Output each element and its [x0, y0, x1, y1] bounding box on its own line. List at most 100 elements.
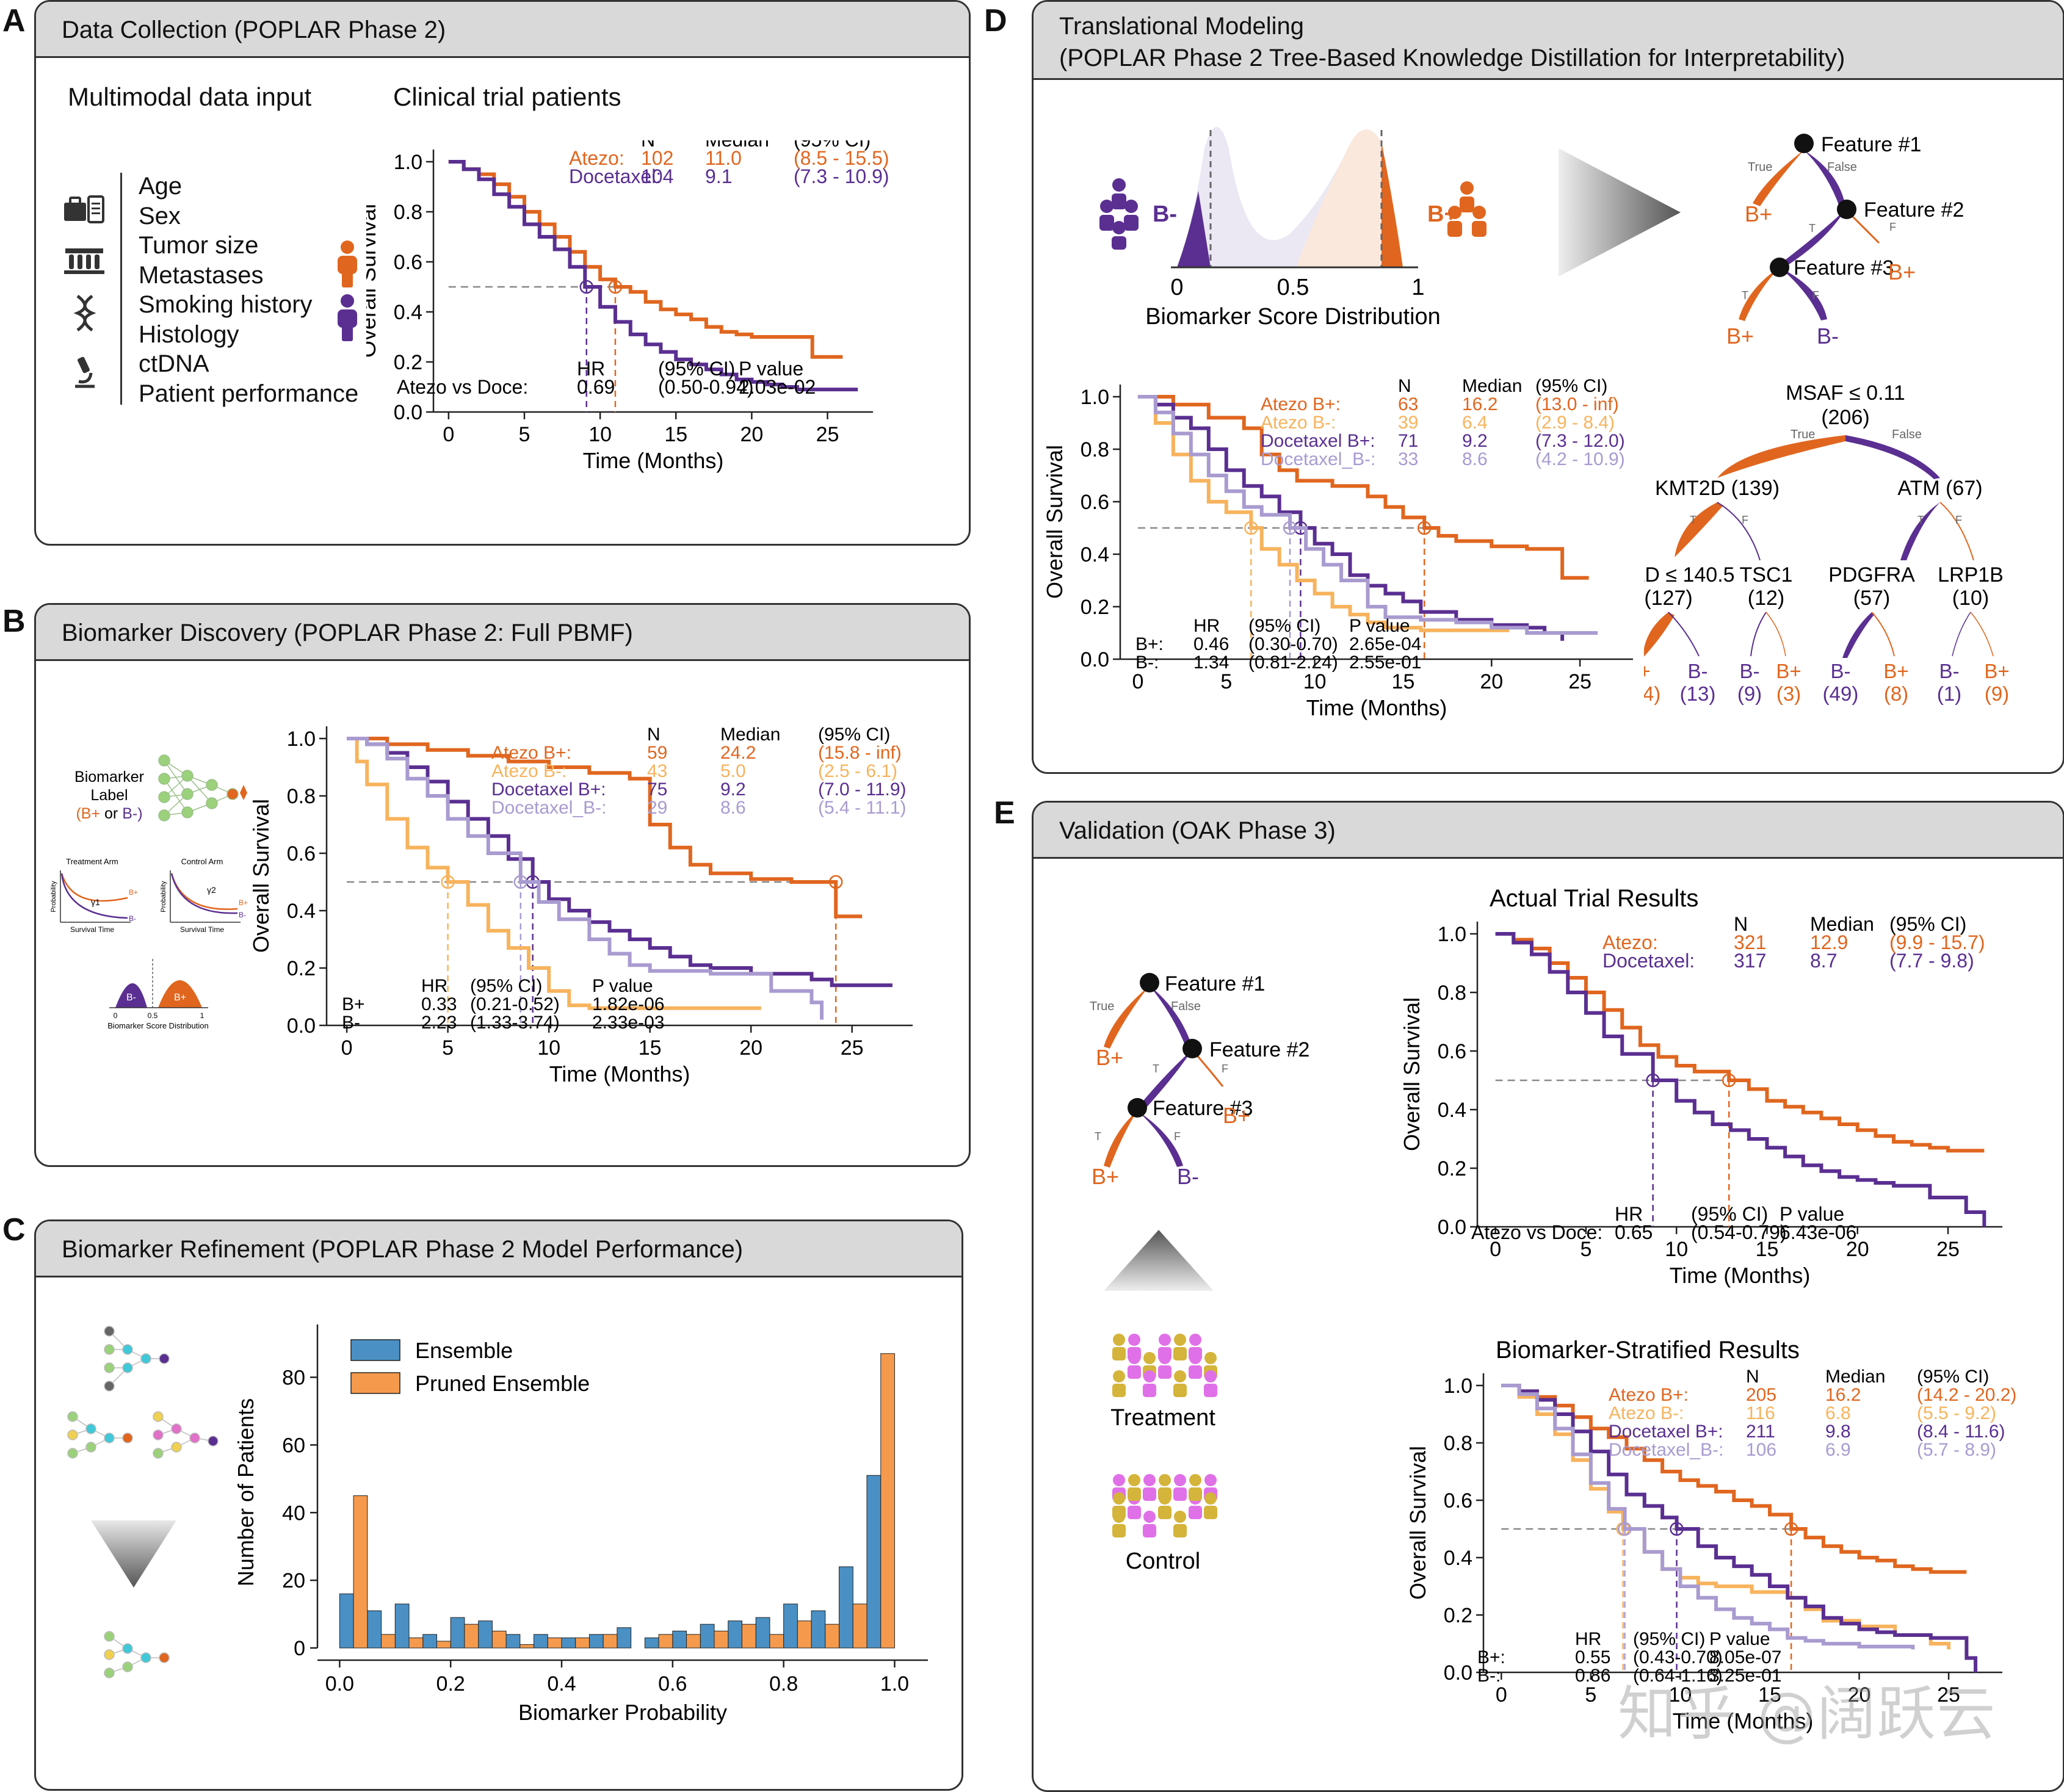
y-tick-label: 0.6: [1444, 1489, 1472, 1512]
panel-b-title: Biomarker Discovery (POPLAR Phase 2: Ful…: [36, 605, 969, 661]
stats-hr: 0.33: [421, 994, 457, 1014]
bar-ensemble: [672, 1630, 687, 1649]
survival-curve: [1137, 395, 1598, 635]
svg-text:False: False: [1171, 1000, 1201, 1013]
survival-curve: [347, 737, 824, 1020]
pbmf-diagram: Biomarker Label (B+ or B-) Treatment Arm…: [50, 754, 248, 1030]
bar-pruned: [436, 1641, 451, 1649]
x-tick-label: 0: [1490, 1238, 1501, 1261]
svg-text:B-: B-: [1177, 1164, 1199, 1189]
legend-median: 24.2: [720, 743, 756, 763]
feature-tree-diagram: Feature #1 Feature #2 Feature #3 True Fa…: [1726, 133, 1964, 349]
y-tick-label: 0.6: [1081, 491, 1109, 514]
legend-header: Median: [1825, 1367, 1885, 1387]
legend-median: 6.4: [1462, 413, 1488, 433]
control-arm-plot: Control Arm B+ B- γ2 Survival Time Proba…: [160, 857, 248, 934]
legend-header: N: [647, 724, 661, 745]
svg-text:B-: B-: [1688, 660, 1708, 682]
stats-p: 1.82e-06: [592, 994, 664, 1014]
survival-curve: [1501, 1384, 1967, 1574]
svg-text:1: 1: [200, 1011, 205, 1020]
stats-ci: (0.54-0.79): [1691, 1221, 1787, 1243]
legend-name: Atezo B+:: [1261, 394, 1341, 414]
svg-text:Survival Time: Survival Time: [70, 925, 114, 934]
svg-text:(13): (13): [1680, 682, 1716, 705]
svg-text:0.5: 0.5: [1277, 275, 1309, 300]
svg-text:(9): (9): [1737, 682, 1762, 705]
bar-pruned: [603, 1634, 618, 1649]
x-axis-label: Time (Months): [1306, 695, 1447, 720]
microscope-icon: [71, 356, 98, 393]
legend-n: 116: [1746, 1403, 1775, 1423]
stats-header: (95% CI): [1633, 1629, 1705, 1649]
clinical-icon: [63, 194, 106, 228]
svg-text:B+: B+: [174, 992, 186, 1003]
distill-arrow-icon: [1559, 148, 1681, 276]
bplus-people-icon: [1447, 181, 1486, 237]
y-tick-label: 1.0: [287, 728, 316, 751]
y-tick-label: 1.0: [1081, 386, 1109, 409]
stats-header: (95% CI): [1248, 616, 1320, 636]
svg-text:γ1: γ1: [91, 897, 100, 907]
stats-p: 2.33e-03: [592, 1013, 664, 1033]
legend-n: 211: [1746, 1422, 1775, 1442]
y-axis-label: Number of Patients: [233, 1398, 258, 1586]
legend-swatch: [350, 1339, 400, 1361]
svg-text:(114): (114): [1644, 682, 1660, 705]
svg-text:T: T: [1917, 514, 1924, 526]
svg-text:B+: B+: [1092, 1164, 1119, 1189]
y-tick-label: 1.0: [1444, 1375, 1472, 1398]
bar-pruned: [575, 1637, 590, 1649]
legend-n: 104: [641, 165, 673, 187]
legend-header: Median: [720, 724, 780, 745]
legend-header: N: [641, 140, 655, 151]
survival-curve: [1137, 395, 1589, 580]
y-tick-label: 20: [282, 1569, 305, 1592]
survival-curve: [1495, 932, 1986, 1227]
stats-label: B+:: [1135, 634, 1164, 654]
legend-median: 8.7: [1810, 950, 1837, 972]
legend-header: (95% CI): [1917, 1367, 1989, 1387]
bar-pruned: [520, 1644, 535, 1649]
survival-curve: [347, 737, 761, 1010]
input-item: ctDNA: [139, 350, 209, 377]
svg-text:B+: B+: [1776, 660, 1801, 682]
x-tick-label: 5: [1580, 1238, 1591, 1261]
legend-header: N: [1398, 376, 1411, 396]
legend-median: 5.0: [720, 761, 746, 781]
legend-median: 6.8: [1825, 1403, 1851, 1423]
x-tick-label: 20: [1848, 1683, 1871, 1707]
svg-text:Probability: Probability: [50, 881, 57, 912]
median-marker: [1670, 1522, 1684, 1536]
median-marker: [1244, 521, 1258, 535]
median-marker: [579, 280, 594, 294]
x-tick-label: 15: [1392, 670, 1415, 693]
legend-name: Atezo B-:: [1261, 413, 1336, 433]
legend-median: 6.9: [1825, 1440, 1851, 1460]
panel-e-title: Validation (OAK Phase 3): [1034, 803, 2063, 859]
survival-curve: [448, 160, 843, 359]
score-distribution-mini: B- B+ 0 0.5 1 Biomarker Score Distributi…: [107, 959, 209, 1030]
panel-a-title: Data Collection (POPLAR Phase 2): [36, 2, 969, 58]
bar-ensemble: [728, 1620, 742, 1649]
stats-header: (95% CI): [470, 976, 542, 996]
y-axis-label: Overall Survival: [366, 204, 380, 358]
legend-median: 9.2: [720, 779, 746, 800]
y-tick-label: 0.4: [287, 900, 316, 923]
stats-p: 2.65e-04: [1349, 634, 1421, 654]
legend-ci: (7.7 - 9.8): [1889, 950, 1974, 972]
y-axis-label: Overall Survival: [1042, 445, 1067, 599]
legend-n: 71: [1398, 431, 1418, 451]
label-label: Label: [90, 787, 128, 804]
stats-header: (95% CI): [1691, 1203, 1768, 1225]
legend-n: 75: [647, 779, 667, 800]
stats-label: Atezo vs Doce:: [1471, 1221, 1602, 1243]
neural-net-icon: [158, 754, 239, 822]
y-tick-label: 0.4: [1081, 543, 1109, 566]
legend-median: 8.6: [720, 798, 746, 818]
svg-text:B-: B-: [1817, 323, 1839, 349]
y-axis-label: Overall Survival: [248, 799, 273, 953]
bar-pruned: [408, 1637, 424, 1649]
reduction-arrow-icon: [91, 1520, 176, 1588]
panel-d-title-line1: Translational Modeling: [1059, 13, 1304, 40]
